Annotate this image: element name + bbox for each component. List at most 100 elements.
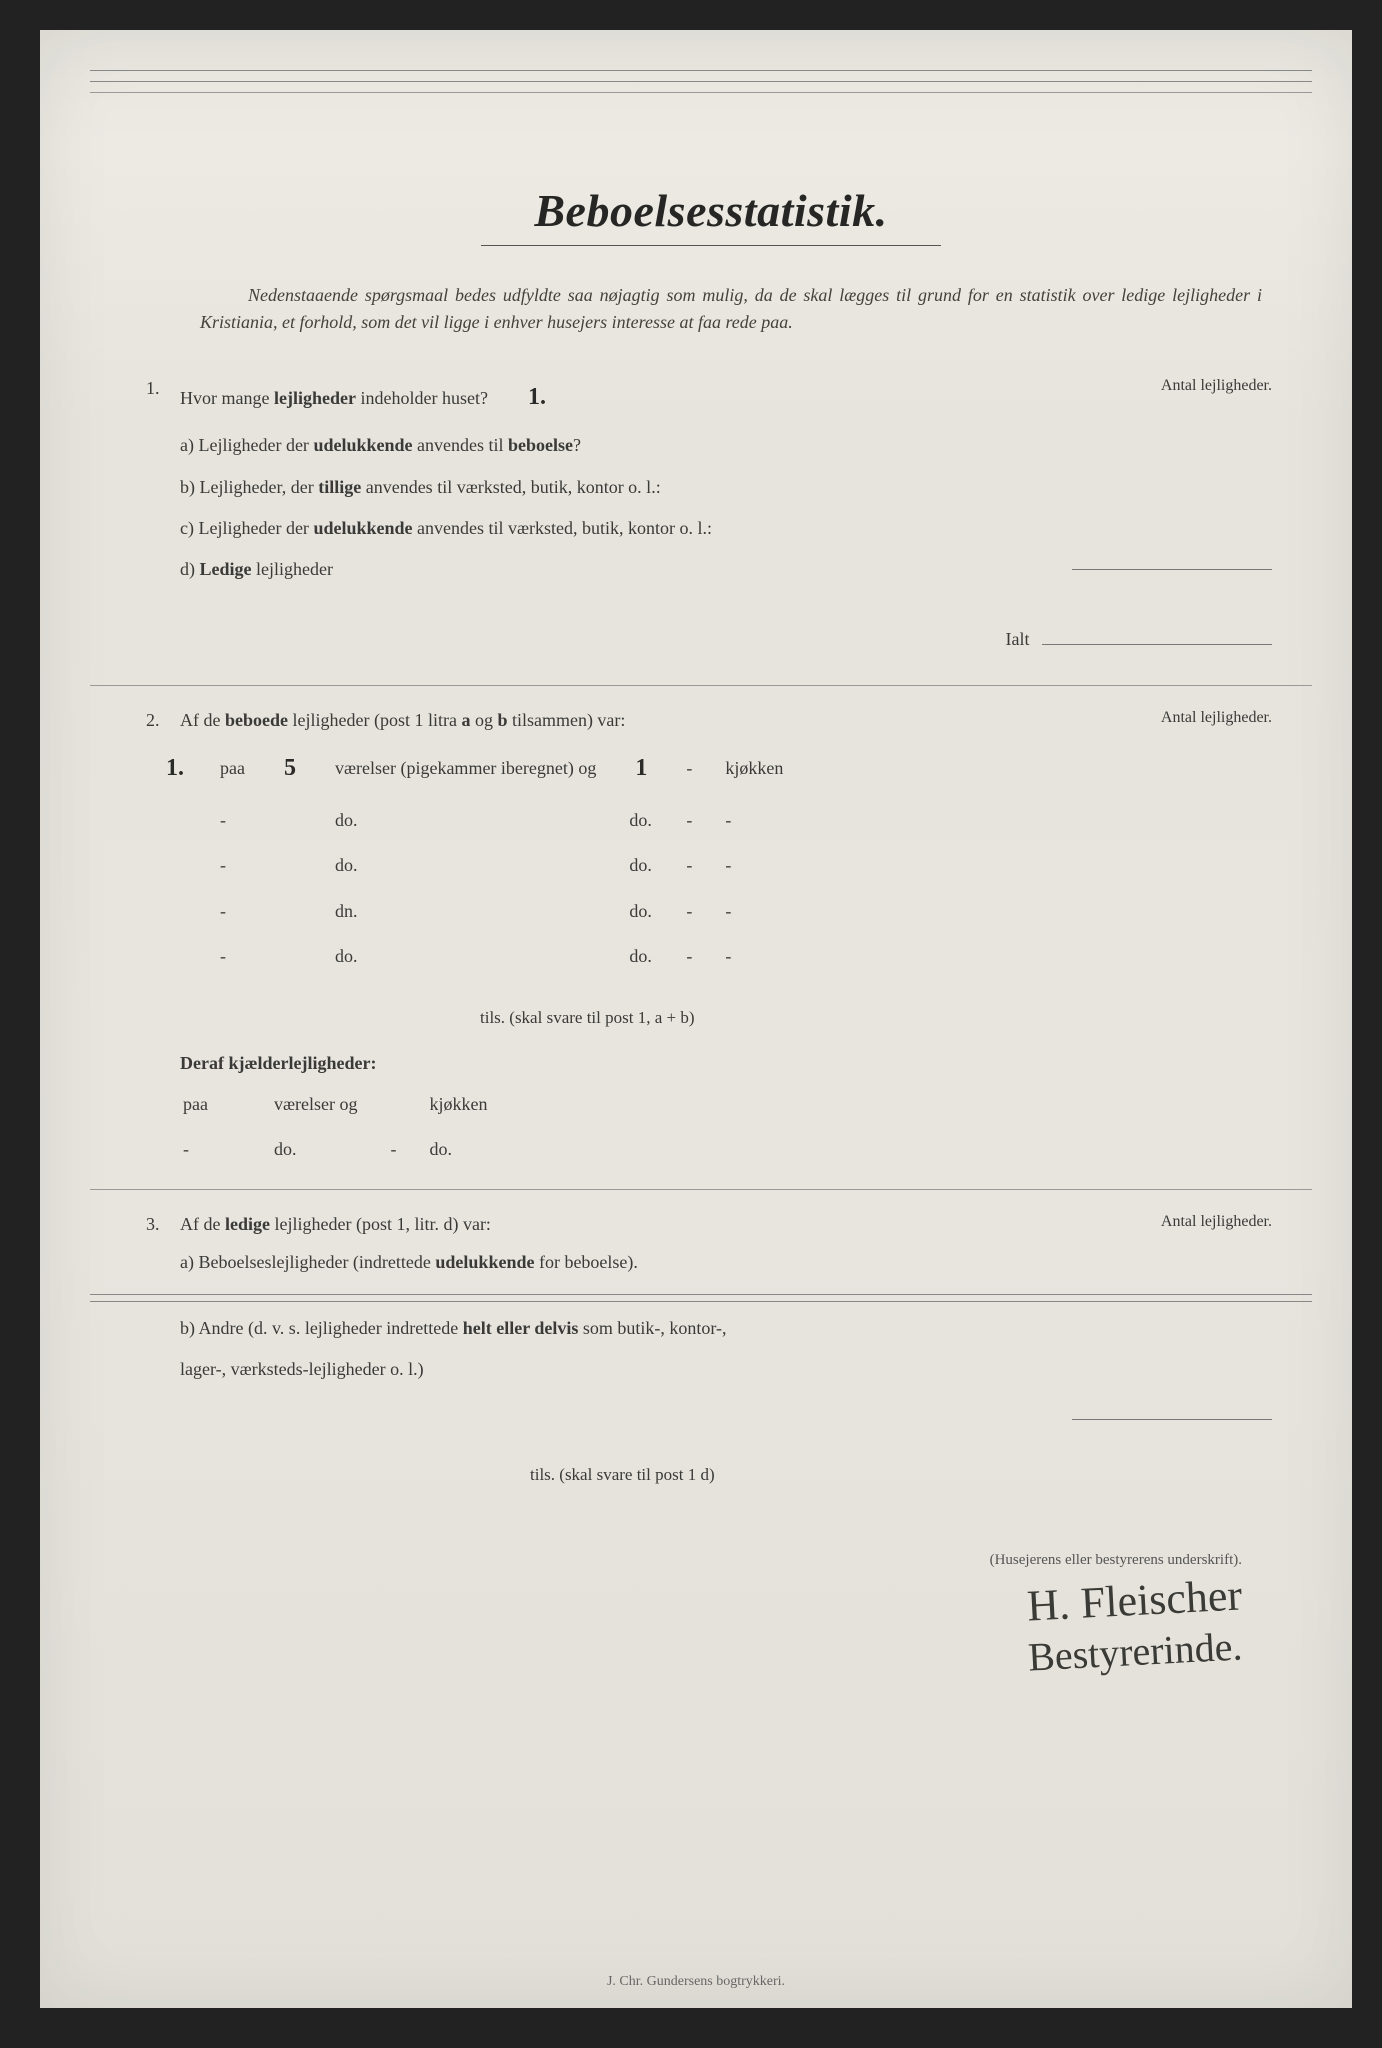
document-page: Beboelsesstatistik. Nedenstaaende spørgs… xyxy=(40,30,1352,2008)
q2k-row-2: - do. - do. xyxy=(182,1128,517,1171)
q1-text-a: Hvor mange xyxy=(180,388,274,408)
top-single-rule xyxy=(90,92,1312,94)
q3-tils: tils. (skal svare til post 1 d) xyxy=(530,1458,1272,1492)
q1a-mid: anvendes til xyxy=(412,435,507,455)
q1-term-lejligheder: lejligheder xyxy=(274,388,356,408)
q2-hand-rooms: 5 xyxy=(278,741,302,796)
q1-ialt-label: Ialt xyxy=(1006,629,1030,649)
q1-sub-d: d) Ledige lejligheder xyxy=(180,549,1272,590)
divider-2 xyxy=(90,1189,1312,1190)
q2k-paa: paa xyxy=(182,1083,238,1126)
q1a-pre: a) Lejligheder der xyxy=(180,435,313,455)
q3-right-label: Antal lejligheder. xyxy=(1161,1206,1272,1238)
q2-do-4: do. xyxy=(628,844,683,887)
q2-do-6: do. xyxy=(334,935,626,978)
q1d-blank-line xyxy=(1072,549,1272,570)
q1d-end: lejligheder xyxy=(252,559,333,579)
q2-hand-count: 1. xyxy=(163,741,187,796)
q1-sub-b: b) Lejligheder, der tillige anvendes til… xyxy=(180,467,1272,508)
q2-row-3: -do.do.-- xyxy=(162,844,813,887)
q1b-term: tillige xyxy=(318,477,361,497)
title-underline xyxy=(481,245,941,246)
q2-number: 2. xyxy=(146,702,160,738)
q1c-pre: c) Lejligheder der xyxy=(180,518,313,538)
q2k-do2: do. xyxy=(428,1128,517,1171)
q2-deraf: Deraf kjælderlejligheder: xyxy=(180,1053,376,1073)
q3-blank-row xyxy=(150,1396,1272,1432)
q3a-term: udelukkende xyxy=(435,1252,534,1272)
q2-tc: lejligheder (post 1 litra xyxy=(288,710,461,730)
q1d-term: Ledige xyxy=(200,559,252,579)
signature-role: Bestyrerinde. xyxy=(1027,1623,1244,1682)
q2-dn-1: dn. xyxy=(334,890,626,933)
q1-sub-a: a) Lejligheder der udelukkende anvendes … xyxy=(180,425,1272,466)
q3b-pre: b) Andre (d. v. s. lejligheder indretted… xyxy=(180,1318,463,1338)
question-1: 1. Antal lejligheder. Hvor mange lejligh… xyxy=(150,370,1272,657)
q3-tc: lejligheder (post 1, litr. d) var: xyxy=(270,1214,491,1234)
mid-double-rule xyxy=(90,1294,1312,1302)
q1c-term: udelukkende xyxy=(313,518,412,538)
q2-tb: beboede xyxy=(225,710,288,730)
q2-rooms-table: 1. paa 5 værelser (pigekammer iberegnet)… xyxy=(160,738,815,981)
q1-right-label: Antal lejligheder. xyxy=(1161,370,1272,402)
printer-credit: J. Chr. Gundersens bogtrykkeri. xyxy=(40,1974,1352,1990)
signature-area: (Husejerens eller bestyrerens underskrif… xyxy=(150,1552,1272,1676)
q2-kjaelder-table: paa værelser og kjøkken - do. - do. xyxy=(180,1081,519,1174)
q2-tg: tilsammen) var: xyxy=(507,710,625,730)
q2-te: og xyxy=(470,710,497,730)
q1a-end: ? xyxy=(573,435,581,455)
q2-tils: tils. (skal svare til post 1, a + b) xyxy=(480,1001,1272,1035)
q1c-end: anvendes til værksted, butik, kontor o. … xyxy=(412,518,711,538)
divider-1 xyxy=(90,685,1312,686)
q2-row-5: -do.do.-- xyxy=(162,935,813,978)
q3-sub-b: b) Andre (d. v. s. lejligheder indretted… xyxy=(180,1308,1272,1349)
q1a-term2: beboelse xyxy=(508,435,573,455)
q1a-term: udelukkende xyxy=(313,435,412,455)
q1-ialt-row: Ialt xyxy=(150,621,1272,657)
q2-do-7: do. xyxy=(628,935,683,978)
q2-paa: paa xyxy=(219,740,275,797)
page-title: Beboelsesstatistik. xyxy=(150,184,1272,237)
q2-ta: Af de xyxy=(180,710,225,730)
q2-tf: b xyxy=(497,710,507,730)
q1-ialt-line xyxy=(1042,624,1272,645)
q3b-end: som butik-, kontor-, xyxy=(578,1318,726,1338)
q2-do-5: do. xyxy=(628,890,683,933)
q1d-pre: d) xyxy=(180,559,200,579)
q3-number: 3. xyxy=(146,1206,160,1242)
q2-row-2: -do.do.-- xyxy=(162,799,813,842)
q1-sub-c: c) Lejligheder der udelukkende anvendes … xyxy=(180,508,1272,549)
q1b-pre: b) Lejligheder, der xyxy=(180,477,318,497)
q2k-do1: do. xyxy=(273,1128,387,1171)
question-2: 2. Antal lejligheder. Af de beboede lejl… xyxy=(150,702,1272,1174)
q2-kj: kjøkken xyxy=(724,740,813,797)
q1b-end: anvendes til værksted, butik, kontor o. … xyxy=(361,477,660,497)
intro-paragraph: Nedenstaaende spørgsmaal bedes udfyldte … xyxy=(200,282,1262,336)
q1-number: 1. xyxy=(146,370,160,406)
signature-label: (Husejerens eller bestyrerens underskrif… xyxy=(150,1552,1242,1569)
question-3: 3. Antal lejligheder. Af de ledige lejli… xyxy=(150,1206,1272,1492)
q3a-pre: a) Beboelseslejligheder (indrettede xyxy=(180,1252,435,1272)
q2-row-4: -dn.do.-- xyxy=(162,890,813,933)
intro-text: Nedenstaaende spørgsmaal bedes udfyldte … xyxy=(200,285,1262,332)
q2-do-2: do. xyxy=(628,799,683,842)
q2-vaer: værelser (pigekammer iberegnet) og xyxy=(334,740,626,797)
q2-do-3: do. xyxy=(334,844,626,887)
q2-do-1: do. xyxy=(334,799,626,842)
q3a-end: for beboelse). xyxy=(534,1252,637,1272)
q3-tb: ledige xyxy=(225,1214,270,1234)
q3-blank-line xyxy=(1072,1400,1272,1421)
top-double-rule xyxy=(90,70,1312,82)
q3-ta: Af de xyxy=(180,1214,225,1234)
q2-right-label: Antal lejligheder. xyxy=(1161,702,1272,734)
q2-hand-kj: 1 xyxy=(629,741,653,796)
q3b-term: helt eller delvis xyxy=(463,1318,579,1338)
q3-sub-a: a) Beboelseslejligheder (indrettede udel… xyxy=(180,1242,1272,1283)
q1-answer-handwritten: 1. xyxy=(525,370,549,425)
q2-row-1: 1. paa 5 værelser (pigekammer iberegnet)… xyxy=(162,740,813,797)
q2k-vaer: værelser og xyxy=(273,1083,387,1126)
q1-text-c: indeholder huset? xyxy=(356,388,488,408)
scan-frame: Beboelsesstatistik. Nedenstaaende spørgs… xyxy=(0,0,1382,2048)
q3-sub-b2: lager-, værksteds-lejligheder o. l.) xyxy=(180,1349,1272,1390)
q2k-row-1: paa værelser og kjøkken xyxy=(182,1083,517,1126)
